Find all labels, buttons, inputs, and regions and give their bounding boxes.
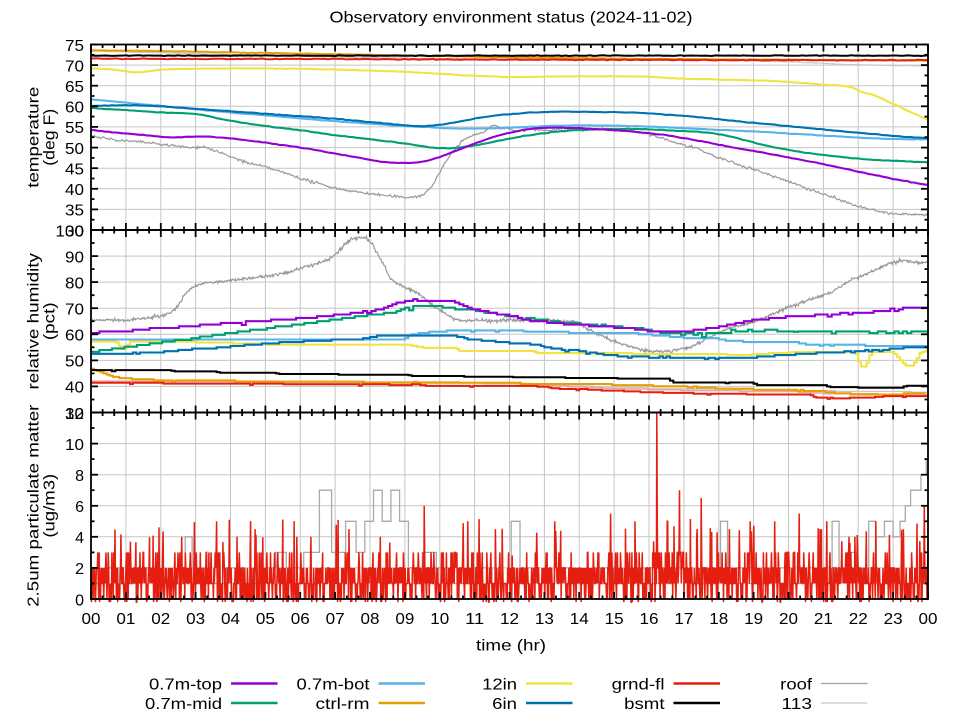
svg-text:00: 00 — [82, 611, 101, 628]
svg-text:23: 23 — [884, 611, 903, 628]
svg-text:2: 2 — [75, 561, 84, 578]
svg-text:12: 12 — [65, 406, 84, 423]
svg-text:30: 30 — [65, 406, 84, 423]
svg-text:90: 90 — [65, 249, 84, 266]
svg-text:11: 11 — [465, 611, 484, 628]
svg-text:12: 12 — [500, 611, 519, 628]
svg-text:13: 13 — [535, 611, 554, 628]
svg-text:03: 03 — [186, 611, 205, 628]
svg-text:75: 75 — [65, 38, 84, 55]
svg-text:06: 06 — [291, 611, 310, 628]
svg-text:40: 40 — [65, 182, 84, 199]
svg-text:time (hr): time (hr) — [476, 638, 546, 655]
svg-text:40: 40 — [65, 380, 84, 397]
svg-text:relative humidity: relative humidity — [26, 253, 43, 390]
svg-text:(ug/m3): (ug/m3) — [41, 474, 58, 538]
svg-text:0.7m-mid: 0.7m-mid — [145, 696, 222, 713]
svg-text:70: 70 — [65, 302, 84, 319]
svg-text:01: 01 — [116, 611, 135, 628]
svg-text:15: 15 — [605, 611, 624, 628]
svg-text:6in: 6in — [492, 696, 517, 713]
svg-text:21: 21 — [814, 611, 833, 628]
svg-text:70: 70 — [65, 58, 84, 75]
svg-text:20: 20 — [779, 611, 798, 628]
svg-text:113: 113 — [782, 696, 813, 713]
svg-text:0: 0 — [75, 592, 84, 609]
svg-text:6: 6 — [75, 499, 84, 516]
svg-text:14: 14 — [570, 611, 589, 628]
svg-text:30: 30 — [65, 223, 84, 240]
svg-text:35: 35 — [65, 203, 84, 220]
svg-text:09: 09 — [395, 611, 414, 628]
svg-text:05: 05 — [256, 611, 275, 628]
svg-text:0.7m-top: 0.7m-top — [149, 676, 222, 693]
svg-text:19: 19 — [744, 611, 763, 628]
svg-text:(pct): (pct) — [41, 302, 58, 340]
svg-text:07: 07 — [326, 611, 345, 628]
svg-text:55: 55 — [65, 120, 84, 137]
svg-text:65: 65 — [65, 79, 84, 96]
svg-text:80: 80 — [65, 275, 84, 292]
svg-text:00: 00 — [919, 611, 938, 628]
svg-text:8: 8 — [75, 468, 84, 485]
svg-text:0.7m-bot: 0.7m-bot — [297, 676, 371, 693]
svg-text:4: 4 — [75, 530, 84, 547]
svg-text:100: 100 — [55, 223, 84, 240]
svg-text:60: 60 — [65, 100, 84, 117]
svg-text:2.5um particulate matter: 2.5um particulate matter — [26, 404, 43, 607]
svg-text:10: 10 — [65, 437, 84, 454]
svg-text:08: 08 — [361, 611, 380, 628]
svg-text:10: 10 — [430, 611, 449, 628]
svg-text:50: 50 — [65, 141, 84, 158]
svg-text:Observatory environment status: Observatory environment status (2024-11-… — [330, 10, 693, 27]
svg-text:45: 45 — [65, 161, 84, 178]
svg-text:ctrl-rm: ctrl-rm — [316, 696, 370, 713]
svg-text:02: 02 — [151, 611, 170, 628]
svg-text:60: 60 — [65, 328, 84, 345]
svg-text:(deg F): (deg F) — [41, 109, 58, 166]
svg-text:temperature: temperature — [26, 87, 43, 188]
svg-text:roof: roof — [780, 676, 812, 693]
svg-text:bsmt: bsmt — [624, 696, 665, 713]
svg-text:16: 16 — [640, 611, 659, 628]
svg-text:grnd-fl: grnd-fl — [612, 676, 665, 693]
svg-text:50: 50 — [65, 354, 84, 371]
svg-text:12in: 12in — [482, 676, 517, 693]
svg-text:22: 22 — [849, 611, 868, 628]
svg-text:18: 18 — [709, 611, 728, 628]
svg-text:04: 04 — [221, 611, 240, 628]
svg-text:17: 17 — [674, 611, 693, 628]
